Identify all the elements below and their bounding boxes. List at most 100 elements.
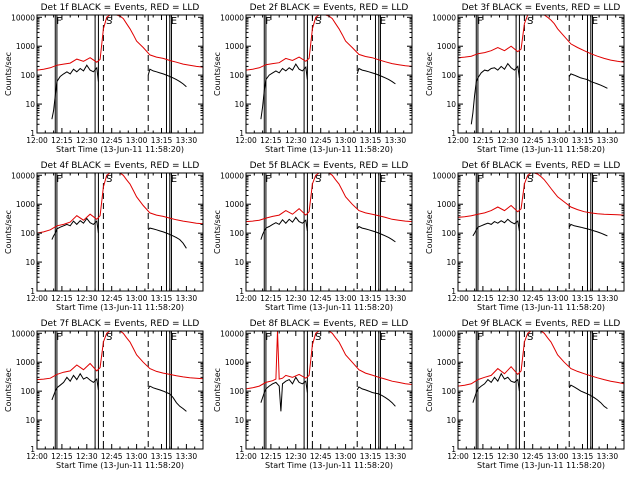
- phase-marker-s: S: [106, 16, 112, 27]
- phase-marker-f: F: [265, 174, 271, 185]
- y-tick-label: 10000: [432, 329, 456, 338]
- x-tick-label: 13:15: [572, 294, 594, 303]
- x-axis-label: Start Time (13-Jun-11 11:58:20): [265, 461, 393, 470]
- series-area: [37, 331, 203, 412]
- series-area: [37, 173, 203, 249]
- phase-marker-e: E: [171, 16, 177, 27]
- lld-series-line: [37, 15, 203, 71]
- y-tick-label: 1: [239, 287, 244, 296]
- lld-series-line: [458, 331, 624, 387]
- x-axis-label: Start Time (13-Jun-11 11:58:20): [265, 303, 393, 312]
- x-tick-label: 13:00: [335, 452, 357, 461]
- y-tick-label: 1000: [225, 358, 244, 367]
- y-tick-label: 100: [230, 229, 245, 238]
- x-axis-label: Start Time (13-Jun-11 11:58:20): [56, 303, 184, 312]
- lld-series-line: [458, 173, 624, 218]
- phase-marker-s: S: [527, 16, 533, 27]
- y-tick-label: 10000: [11, 171, 35, 180]
- y-tick-label: 1000: [16, 358, 35, 367]
- lld-series-line: [246, 15, 412, 71]
- x-tick-label: 13:30: [176, 136, 198, 145]
- x-tick-label: 12:00: [447, 452, 469, 461]
- y-tick-label: 10000: [220, 171, 244, 180]
- y-tick-label: 1: [30, 287, 35, 296]
- x-tick-label: 13:15: [572, 136, 594, 145]
- x-tick-label: 13:00: [335, 294, 357, 303]
- phase-marker-f: F: [477, 174, 483, 185]
- phase-marker-e: E: [380, 174, 386, 185]
- phase-marker-e: E: [592, 332, 598, 343]
- x-tick-label: 13:00: [335, 136, 357, 145]
- y-axis-label: Counts/sec: [425, 210, 434, 254]
- y-tick-label: 100: [230, 387, 245, 396]
- y-tick-label: 10: [25, 100, 35, 109]
- x-tick-label: 12:00: [26, 452, 48, 461]
- y-tick-label: 100: [442, 387, 457, 396]
- x-tick-label: 12:00: [235, 294, 257, 303]
- x-tick-label: 12:15: [51, 294, 73, 303]
- phase-marker-f: F: [56, 332, 62, 343]
- y-tick-label: 1000: [16, 42, 35, 51]
- phase-marker-e: E: [592, 16, 598, 27]
- lld-series-line: [246, 331, 412, 390]
- y-tick-label: 1: [451, 287, 456, 296]
- series-area: [458, 173, 624, 237]
- x-tick-label: 12:45: [522, 452, 544, 461]
- y-axis-label: Counts/sec: [4, 368, 13, 412]
- x-axis-label: Start Time (13-Jun-11 11:58:20): [265, 145, 393, 154]
- lld-series-line: [37, 173, 203, 234]
- x-tick-label: 12:30: [76, 452, 98, 461]
- events-series-line: [260, 376, 396, 412]
- events-series-line: [472, 218, 608, 237]
- x-tick-label: 13:30: [597, 452, 619, 461]
- y-tick-label: 1: [239, 445, 244, 454]
- x-tick-label: 12:15: [472, 452, 494, 461]
- x-tick-label: 12:15: [260, 294, 282, 303]
- x-tick-label: 13:30: [385, 452, 407, 461]
- y-tick-label: 10: [446, 416, 456, 425]
- x-tick-label: 12:45: [310, 136, 332, 145]
- y-tick-label: 100: [21, 71, 36, 80]
- y-axis-label: Counts/sec: [425, 368, 434, 412]
- x-tick-label: 12:30: [285, 452, 307, 461]
- x-axis-label: Start Time (13-Jun-11 11:58:20): [56, 145, 184, 154]
- events-series-line: [470, 62, 608, 125]
- x-tick-label: 12:45: [522, 136, 544, 145]
- y-axis-label: Counts/sec: [213, 210, 222, 254]
- y-tick-label: 1: [451, 445, 456, 454]
- events-series-line: [51, 372, 187, 412]
- x-tick-label: 12:45: [310, 452, 332, 461]
- phase-marker-f: F: [477, 332, 483, 343]
- y-axis-label: Counts/sec: [4, 52, 13, 96]
- x-tick-label: 12:00: [26, 136, 48, 145]
- phase-marker-e: E: [380, 332, 386, 343]
- lld-series-line: [246, 173, 412, 223]
- x-tick-label: 13:00: [126, 136, 148, 145]
- events-series-line: [51, 217, 187, 249]
- y-tick-label: 1000: [437, 200, 456, 209]
- y-tick-label: 100: [230, 71, 245, 80]
- x-tick-label: 12:00: [235, 452, 257, 461]
- y-tick-label: 10: [234, 416, 244, 425]
- panel-title: Det 6f BLACK = Events, RED = LLD: [462, 161, 621, 171]
- y-tick-label: 1: [239, 129, 244, 138]
- phase-marker-s: S: [527, 174, 533, 185]
- x-tick-label: 12:30: [76, 136, 98, 145]
- x-tick-label: 12:45: [101, 452, 123, 461]
- y-tick-label: 100: [21, 387, 36, 396]
- phase-marker-s: S: [527, 332, 533, 343]
- panel-title: Det 9f BLACK = Events, RED = LLD: [462, 319, 621, 329]
- y-tick-label: 10000: [432, 13, 456, 22]
- events-series-line: [51, 64, 187, 120]
- y-tick-label: 10: [446, 258, 456, 267]
- y-tick-label: 1000: [225, 200, 244, 209]
- x-tick-label: 13:15: [151, 136, 173, 145]
- lld-series-line: [37, 331, 203, 381]
- x-tick-label: 12:15: [51, 452, 73, 461]
- phase-marker-e: E: [380, 16, 386, 27]
- y-tick-label: 10: [446, 100, 456, 109]
- x-tick-label: 12:15: [51, 136, 73, 145]
- y-tick-label: 10000: [11, 13, 35, 22]
